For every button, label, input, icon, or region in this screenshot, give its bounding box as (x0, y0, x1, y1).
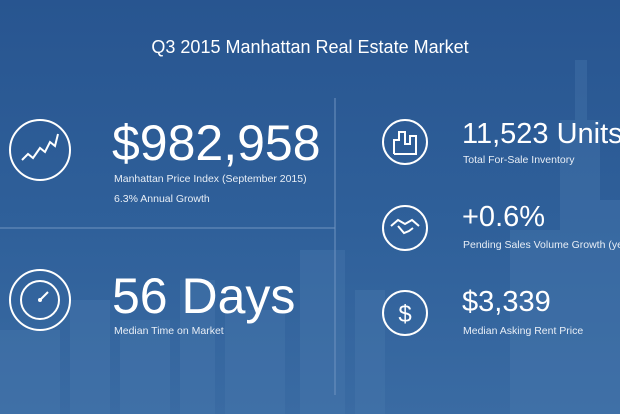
handshake-icon (382, 205, 428, 251)
clock-icon (9, 269, 71, 331)
stat-value: 56 Days (112, 268, 295, 324)
title: Q3 2015 Manhattan Real Estate Market (151, 37, 468, 57)
stat-label: Pending Sales Volume Growth (ye (463, 239, 620, 251)
stat-label: Total For-Sale Inventory (463, 154, 575, 166)
chart-icon (9, 119, 71, 181)
stat-label: Manhattan Price Index (September 2015) (114, 173, 307, 185)
buildings-icon (382, 119, 428, 165)
stat-note: 6.3% Annual Growth (114, 193, 210, 205)
stat-value: $982,958 (112, 115, 321, 171)
stat-value: 11,523 Units (462, 118, 620, 150)
stat-label: Median Asking Rent Price (463, 325, 583, 337)
stat-label: Median Time on Market (114, 325, 224, 337)
dollar-icon: $ (382, 290, 428, 336)
dollar-glyph: $ (398, 301, 411, 328)
stat-value: $3,339 (462, 286, 551, 318)
stat-value: +0.6% (462, 201, 545, 233)
skyline (0, 60, 620, 414)
